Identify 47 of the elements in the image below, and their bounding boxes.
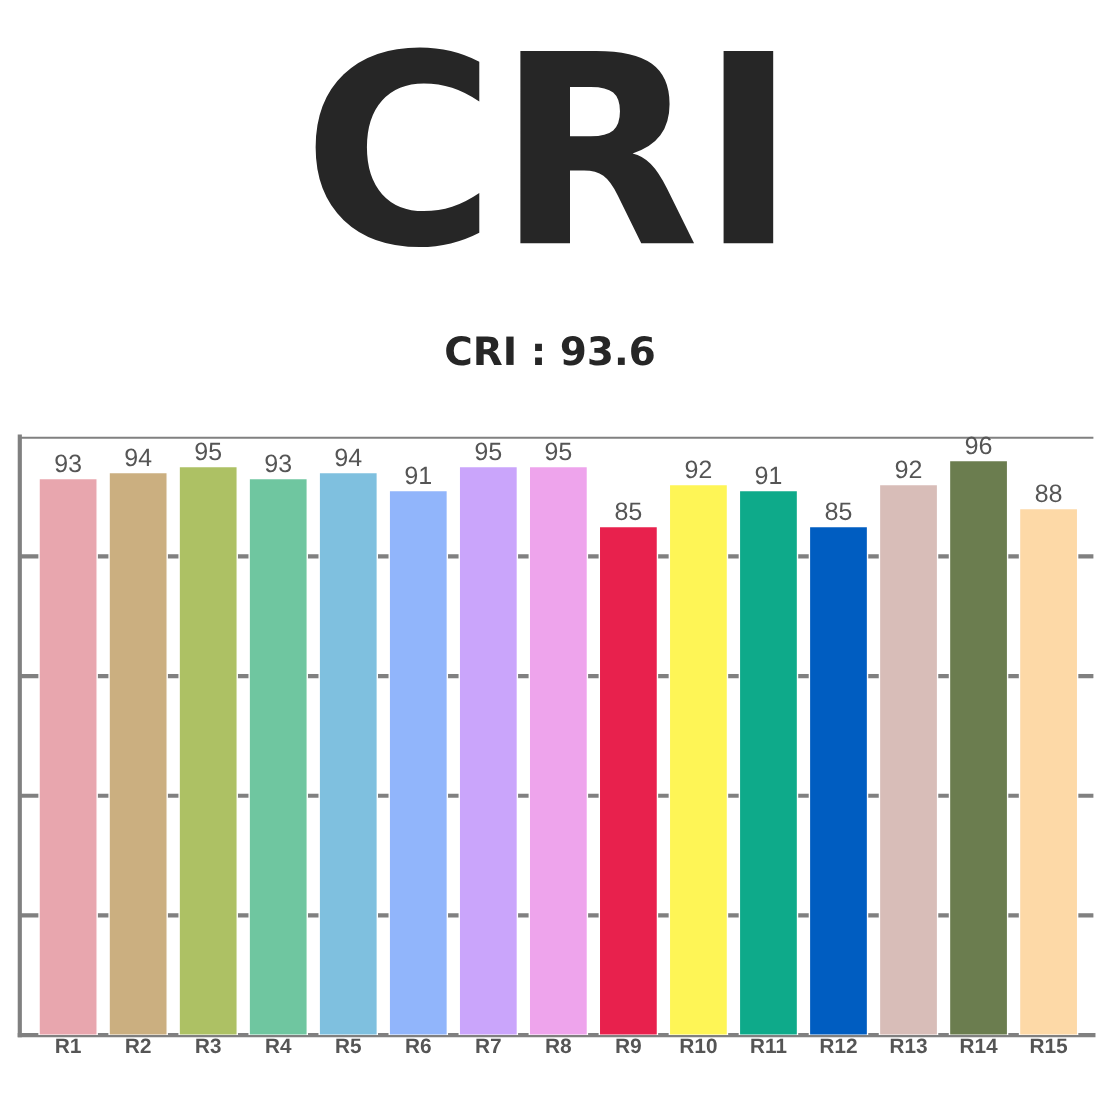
data-label: 95 <box>475 442 502 461</box>
bar <box>178 465 238 1036</box>
x-tick-label: R11 <box>751 1038 787 1053</box>
data-label: 93 <box>55 454 81 473</box>
bar <box>738 489 799 1036</box>
data-label: 88 <box>1035 484 1062 503</box>
x-tick-label: R1 <box>56 1038 81 1053</box>
bar <box>948 459 1009 1036</box>
bar <box>1018 507 1079 1036</box>
bar <box>248 477 308 1036</box>
x-tick-label: R9 <box>616 1038 641 1054</box>
bar <box>458 465 519 1036</box>
data-label: 85 <box>615 502 642 521</box>
data-label: 93 <box>265 454 292 473</box>
data-label: 95 <box>545 442 572 461</box>
data-label: 92 <box>895 460 922 479</box>
x-tick-label: R3 <box>196 1038 221 1054</box>
data-label: 95 <box>195 442 222 461</box>
bar <box>668 483 729 1036</box>
data-label: 91 <box>755 466 782 485</box>
chart-title: CRI <box>315 47 774 248</box>
x-tick-label: R8 <box>546 1038 572 1054</box>
x-tick-label: R2 <box>126 1038 151 1053</box>
x-tick-label: R14 <box>960 1038 998 1053</box>
bar <box>598 525 659 1036</box>
x-tick-label: R4 <box>266 1038 292 1053</box>
bar <box>878 483 939 1036</box>
bar <box>808 525 869 1036</box>
data-label: 94 <box>335 448 362 467</box>
data-label: 94 <box>125 448 152 467</box>
x-tick-label: R15 <box>1030 1038 1068 1054</box>
bar <box>38 477 98 1036</box>
x-tick-label: R6 <box>406 1038 431 1054</box>
x-tick-label: R12 <box>820 1038 857 1053</box>
bar <box>388 489 449 1036</box>
data-label: 92 <box>685 460 712 479</box>
bar <box>528 465 589 1036</box>
bar <box>108 471 168 1036</box>
chart-subtitle: CRI : 93.6 <box>446 336 654 366</box>
data-label: 85 <box>825 502 852 521</box>
bar <box>318 471 379 1036</box>
data-label: 96 <box>965 436 992 455</box>
data-label: 91 <box>405 466 431 485</box>
x-tick-label: R5 <box>336 1038 361 1054</box>
x-tick-label: R13 <box>890 1038 927 1054</box>
x-tick-label: R10 <box>680 1038 717 1054</box>
x-tick-label: R7 <box>476 1038 501 1053</box>
